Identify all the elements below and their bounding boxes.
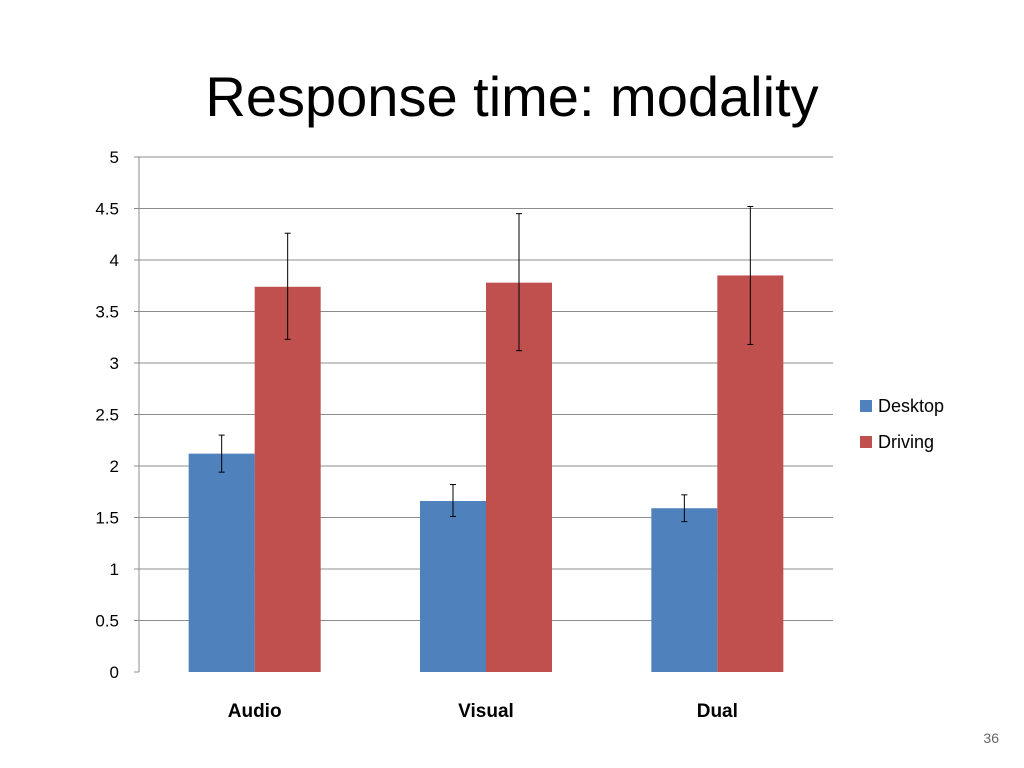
y-tick-label: 5	[110, 148, 119, 167]
axis-labels: 0 0.5 1 1.5 2 2.5 3 3.5 4 4.5 5 Audio Visual Dual	[95, 148, 738, 722]
legend-swatch-driving	[860, 436, 872, 448]
y-tick-label: 0.5	[95, 612, 119, 631]
x-category-label: Visual	[458, 701, 514, 722]
y-tick-label: 4.5	[95, 200, 119, 219]
slide-title: Response time: modality	[205, 65, 819, 128]
y-tick-label: 0	[110, 663, 119, 682]
bars	[188, 275, 784, 672]
x-category-label: Audio	[228, 701, 282, 722]
y-tick-label: 2	[110, 457, 119, 476]
y-tick-label: 1	[110, 560, 119, 579]
bar-driving-audio	[254, 286, 321, 672]
y-tick-label: 2.5	[95, 406, 119, 425]
legend-swatch-desktop	[860, 400, 872, 412]
y-tick-label: 4	[110, 251, 119, 270]
slide-number: 36	[983, 730, 999, 746]
legend: Desktop Driving	[860, 396, 944, 452]
legend-label-desktop: Desktop	[878, 396, 944, 416]
axes	[134, 156, 140, 673]
legend-label-driving: Driving	[878, 432, 934, 452]
y-tick-label: 1.5	[95, 509, 119, 528]
bar-desktop-dual	[651, 508, 718, 672]
error-bars	[218, 205, 754, 523]
y-tick-label: 3.5	[95, 303, 119, 322]
x-category-label: Dual	[697, 701, 738, 722]
y-tick-label: 3	[110, 354, 119, 373]
bar-desktop-audio	[188, 453, 255, 672]
bar-desktop-visual	[420, 501, 486, 672]
